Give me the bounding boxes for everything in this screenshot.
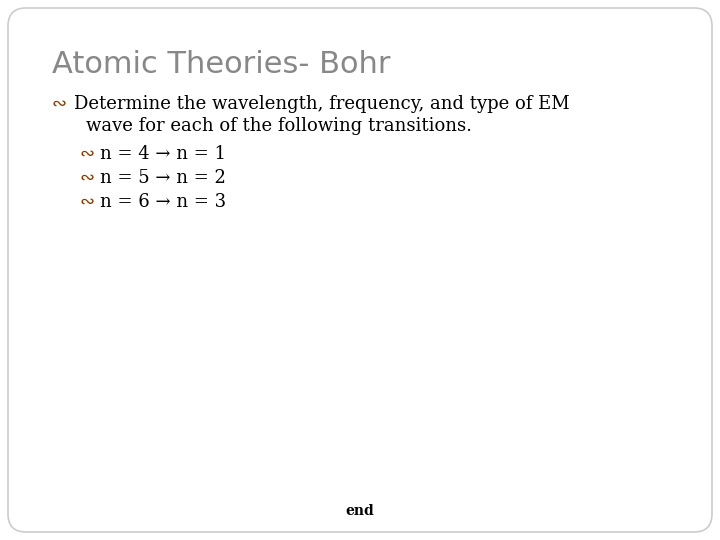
FancyBboxPatch shape	[8, 8, 712, 532]
Text: ∾: ∾	[80, 145, 95, 163]
Text: end: end	[346, 504, 374, 518]
Text: ∾: ∾	[52, 95, 67, 113]
Text: n = 6 → n = 3: n = 6 → n = 3	[100, 193, 226, 211]
Text: wave for each of the following transitions.: wave for each of the following transitio…	[86, 117, 472, 135]
Text: ∾: ∾	[80, 169, 95, 187]
Text: ∾: ∾	[80, 193, 95, 211]
Text: Atomic Theories- Bohr: Atomic Theories- Bohr	[52, 50, 390, 79]
Text: n = 4 → n = 1: n = 4 → n = 1	[100, 145, 226, 163]
Text: n = 5 → n = 2: n = 5 → n = 2	[100, 169, 226, 187]
Text: Determine the wavelength, frequency, and type of EM: Determine the wavelength, frequency, and…	[74, 95, 570, 113]
